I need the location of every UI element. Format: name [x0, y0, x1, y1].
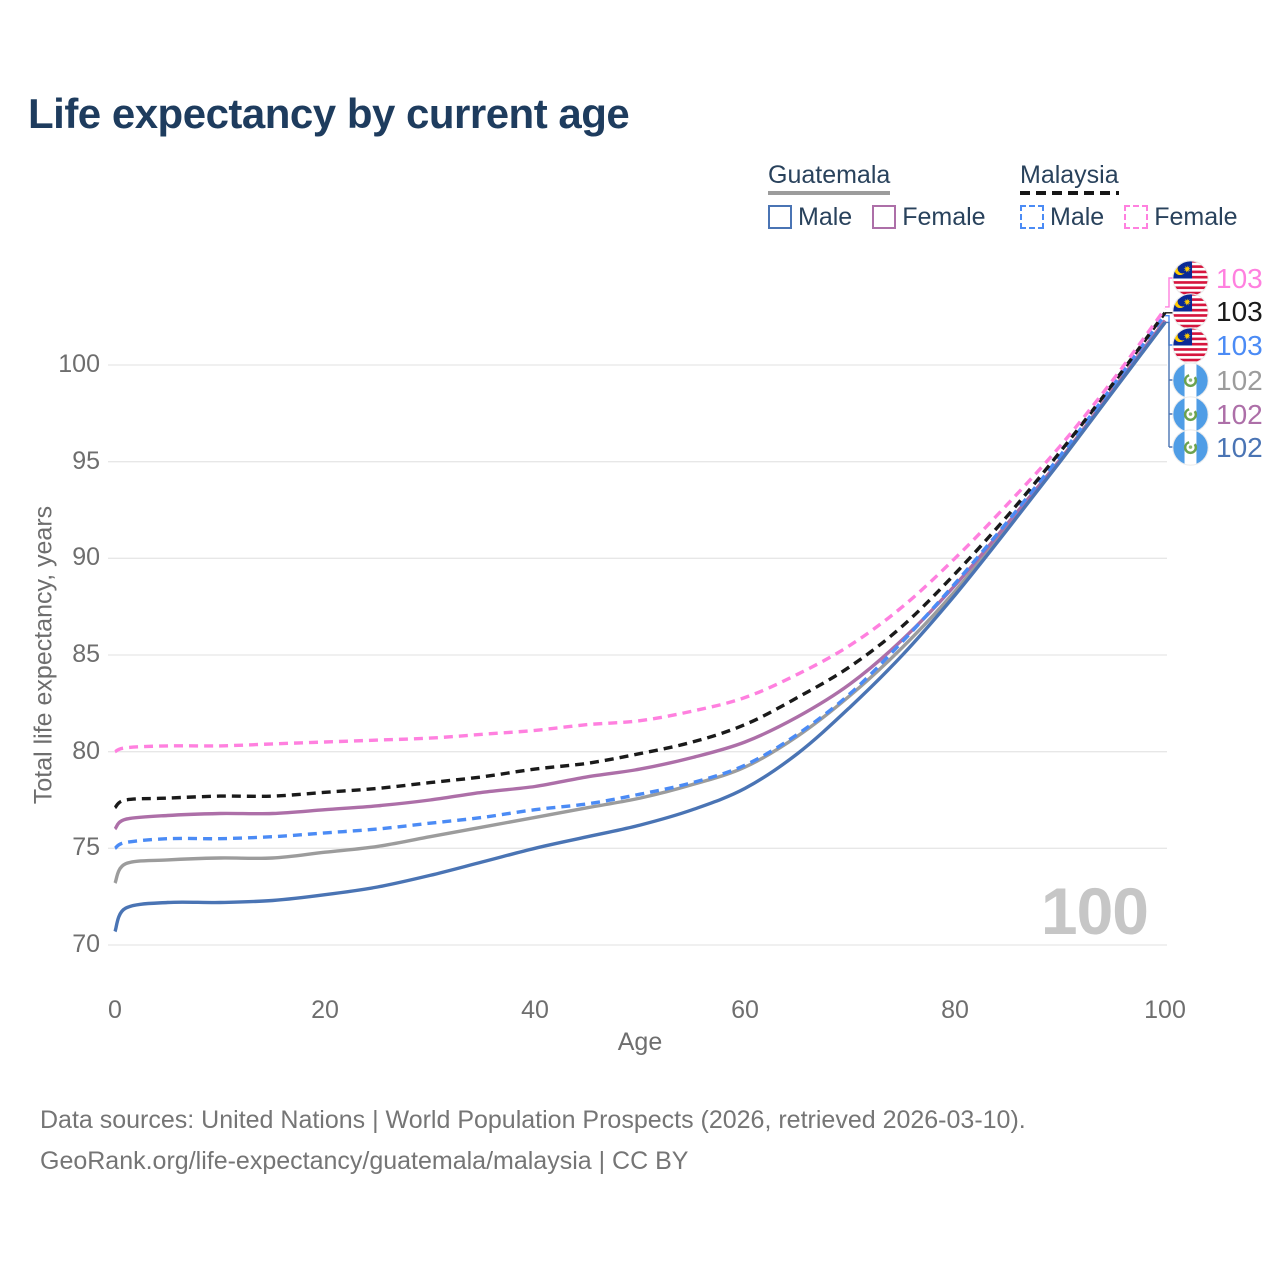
legend-item-malaysia-female[interactable]: Female: [1124, 203, 1238, 231]
y-tick-label: 70: [72, 930, 100, 958]
legend-item-malaysia-male[interactable]: Male: [1020, 204, 1104, 230]
legend-country-label: Guatemala: [768, 161, 891, 189]
x-tick-label: 100: [1144, 996, 1186, 1024]
y-tick-label: 100: [58, 350, 100, 378]
legend-row-guatemala: Male Female: [768, 204, 986, 230]
end-label-row-guatemala-female: 102: [1172, 395, 1263, 433]
leader-line: [1165, 321, 1174, 448]
end-label-value: 102: [1216, 398, 1263, 430]
legend-swatch: [768, 205, 792, 229]
x-axis-title: Age: [617, 1028, 663, 1056]
page-title: Life expectancy by current age: [28, 90, 630, 137]
series-line-malaysia-female[interactable]: [114, 307, 1167, 754]
legend-swatch: [872, 205, 897, 229]
y-tick-label: 95: [72, 446, 100, 475]
x-tick-label: 0: [108, 996, 122, 1024]
end-label-row-malaysia-male: 103: [1172, 326, 1263, 364]
legend-item-label: Female: [1154, 203, 1238, 231]
series-line-guatemala-both-sexes[interactable]: [113, 321, 1167, 884]
legend-swatch: [1124, 205, 1149, 229]
end-label-value: 103: [1216, 296, 1263, 327]
guatemala-solid-line-sample: [768, 191, 891, 195]
age-watermark: 100: [1040, 874, 1149, 948]
flag-icon-guatemala: [1172, 428, 1209, 466]
flag-icon-malaysia: [1172, 259, 1209, 297]
leader-line: [1165, 277, 1174, 308]
legend-item-label: Female: [902, 203, 986, 231]
end-label-value: 103: [1216, 262, 1263, 294]
legend-item-label: Male: [798, 203, 853, 231]
end-label-row-malaysia-female: 103: [1172, 259, 1263, 297]
end-label-row-guatemala-male: 102: [1172, 428, 1263, 466]
y-tick-label: 75: [72, 833, 100, 862]
end-label-row-guatemala-both-sexes: 102: [1172, 361, 1263, 399]
legend-item-label: Male: [1050, 203, 1105, 231]
y-axis-title: Total life expectancy, years: [29, 505, 58, 805]
flag-icon-malaysia: [1172, 293, 1209, 330]
flag-icon-guatemala: [1172, 361, 1209, 399]
legend-row-malaysia: Male Female: [1020, 204, 1238, 230]
x-tick-label: 60: [731, 996, 759, 1024]
legend-item-guatemala-male[interactable]: Male: [768, 204, 852, 230]
legend-country-label: Malaysia: [1020, 161, 1119, 189]
legend-country-malaysia[interactable]: Malaysia: [1020, 162, 1119, 195]
y-tick-label: 90: [72, 543, 100, 572]
end-label-row-malaysia-both-sexes: 103: [1172, 293, 1263, 330]
malaysia-dashed-line-sample: [1020, 191, 1119, 195]
series-line-malaysia-male[interactable]: [114, 313, 1167, 850]
flag-icon-malaysia: [1172, 326, 1209, 364]
end-label-value: 102: [1216, 431, 1263, 463]
series-line-guatemala-male[interactable]: [113, 321, 1167, 933]
y-tick-label: 80: [72, 736, 100, 765]
x-tick-label: 80: [941, 996, 969, 1024]
attribution-note: GeoRank.org/life-expectancy/guatemala/ma…: [40, 1147, 689, 1175]
x-tick-label: 20: [311, 996, 339, 1024]
series-line-malaysia-both-sexes[interactable]: [113, 311, 1167, 810]
legend-country-guatemala[interactable]: Guatemala: [768, 161, 891, 195]
legend-swatch: [1020, 205, 1044, 229]
legend-item-guatemala-female[interactable]: Female: [872, 203, 986, 231]
data-sources-note: Data sources: United Nations | World Pop…: [40, 1106, 1026, 1134]
flag-icon-guatemala: [1172, 395, 1209, 433]
end-label-value: 102: [1216, 364, 1263, 396]
y-tick-label: 85: [72, 640, 100, 668]
end-label-value: 103: [1216, 329, 1263, 361]
x-tick-label: 40: [521, 996, 549, 1024]
